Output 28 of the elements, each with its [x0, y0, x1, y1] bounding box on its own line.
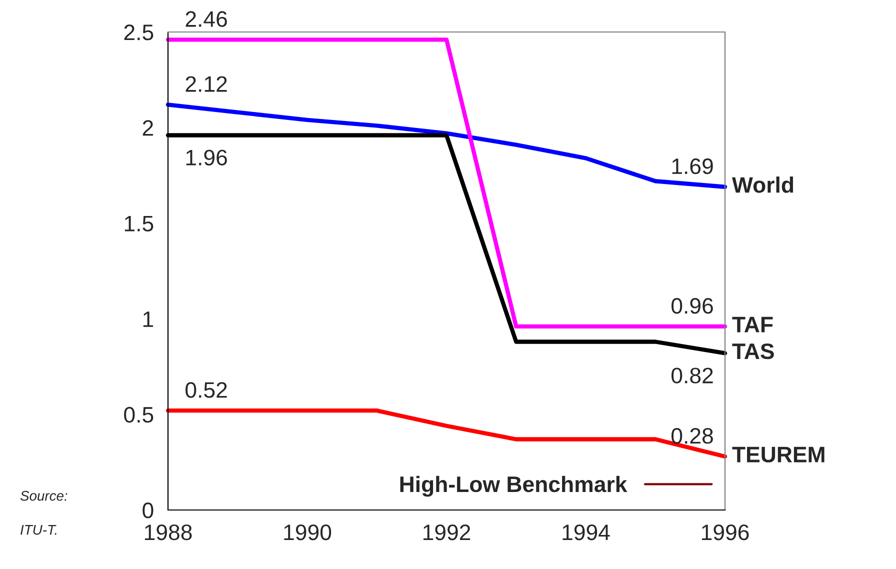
y-tick-label: 2.5: [124, 24, 154, 40]
line-series: [166, 408, 728, 459]
data-label: 1.96: [186, 150, 227, 166]
y-tick-label: 2: [142, 120, 153, 136]
y-tick-label: 1: [143, 312, 154, 327]
legend-label: High-Low Benchmark: [400, 476, 628, 497]
x-tick-label: 1994: [562, 524, 610, 540]
x-tick-label: 1996: [702, 524, 749, 540]
data-label: 0.96: [672, 298, 713, 314]
series-label: TAF: [732, 316, 773, 332]
x-tick-label: 1992: [423, 524, 470, 540]
x-tick-label: 1988: [144, 524, 192, 540]
data-label: 1.69: [672, 158, 713, 174]
source-note: Source:: [20, 490, 68, 501]
x-tick-label: 1990: [284, 524, 332, 540]
data-label: 0.82: [672, 368, 713, 384]
data-label: 0.28: [672, 428, 713, 444]
y-tick-label: 0: [142, 502, 154, 518]
series-label: World: [732, 176, 794, 193]
text: ITU-T.: [20, 525, 56, 535]
data-label: 0.52: [186, 382, 227, 398]
data-label: 2.46: [186, 11, 227, 27]
y-tick-label: 0.5: [124, 406, 154, 423]
line-series: [166, 102, 728, 189]
series-label: TAS: [732, 343, 774, 360]
data-label: 2.12: [186, 76, 227, 92]
y-tick-label: 1.5: [124, 216, 154, 232]
series-label: TEUREM: [732, 446, 824, 462]
